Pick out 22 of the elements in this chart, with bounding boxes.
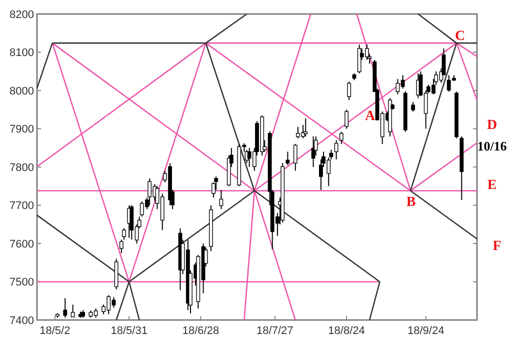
text: D (486, 118, 498, 133)
x-tick-label: 18/7/27 (256, 325, 294, 337)
x-tick-label: 18/9/24 (407, 325, 444, 337)
annotation: B (406, 194, 416, 210)
y-tick-label: 8000 (10, 85, 34, 98)
annotation: C (454, 28, 466, 44)
x-tick-label: 18/6/28 (182, 325, 220, 337)
x-tick-label: 18/5/2 (40, 325, 70, 337)
y-tick-label: 7700 (10, 200, 34, 212)
y-tick-label: 7900 (10, 124, 34, 136)
y-tick-label: 7600 (10, 238, 34, 250)
x-tick-label: 18/8/24 (328, 325, 365, 337)
y-tick-label: 7800 (10, 162, 34, 174)
text: 10/16 (477, 138, 508, 154)
y-tick-label: 7500 (10, 276, 34, 289)
text: F (492, 238, 502, 254)
y-tick-label: 8100 (10, 47, 34, 60)
annotation: A (364, 108, 376, 124)
y-tick-label: 7400 (10, 314, 34, 327)
y-tick-label: 8200 (10, 8, 34, 21)
text: E (487, 178, 497, 193)
x-tick-label: 18/5/31 (110, 325, 148, 337)
